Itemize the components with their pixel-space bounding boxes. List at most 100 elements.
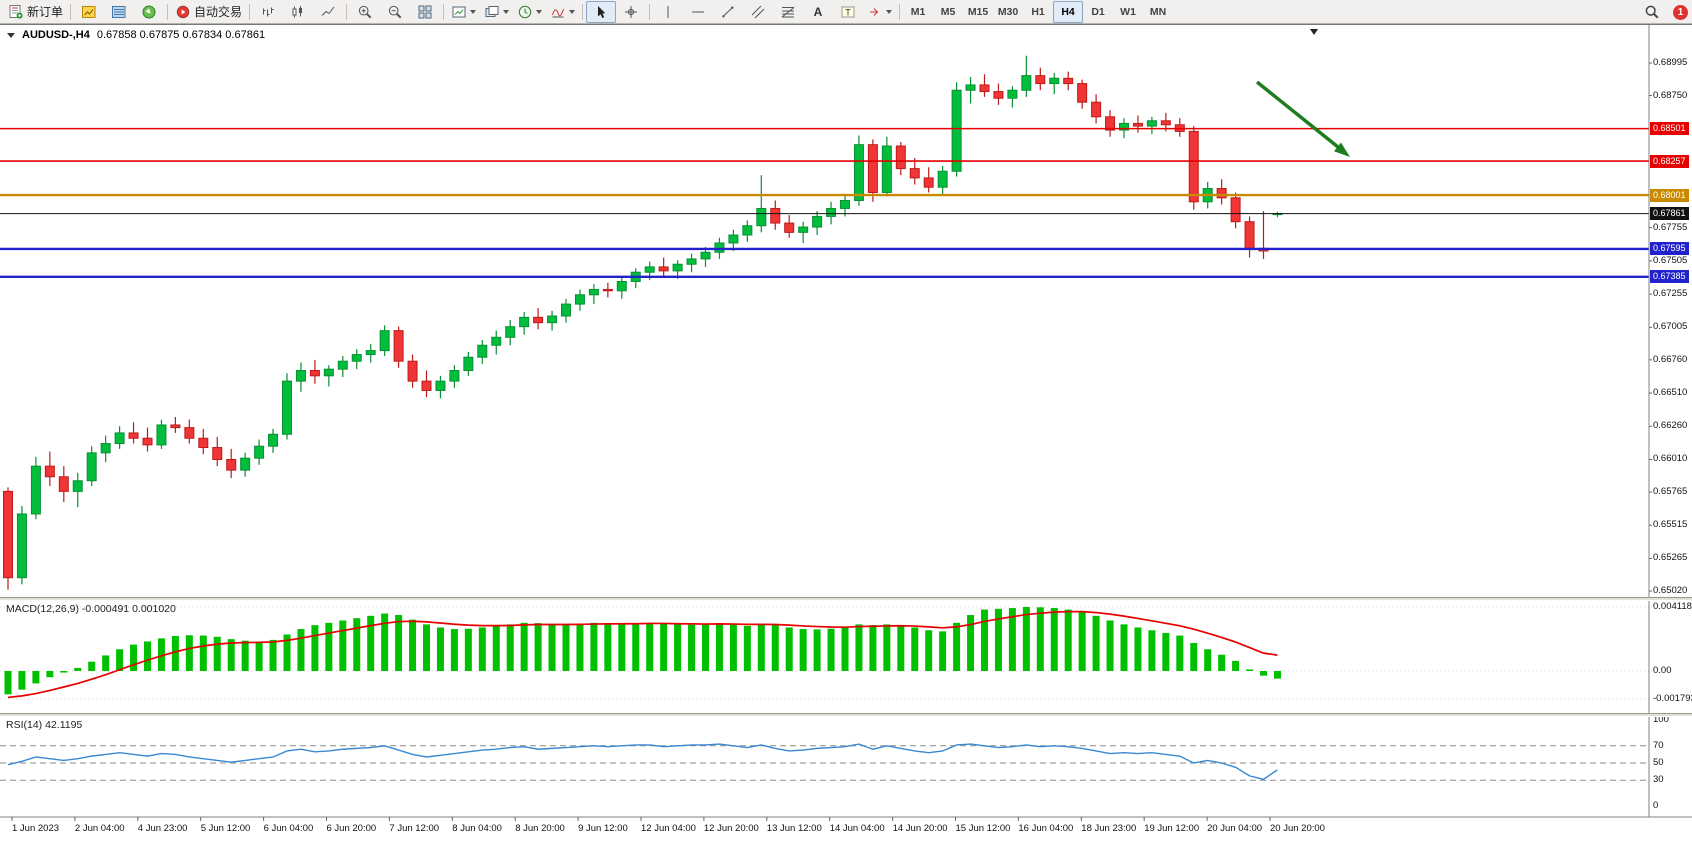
macd-bar <box>423 624 430 671</box>
fibonacci-button[interactable] <box>773 1 803 23</box>
dropdown-arrow-icon[interactable] <box>569 9 576 14</box>
tf-h1-button[interactable]: H1 <box>1023 1 1053 23</box>
candle <box>44 465 55 478</box>
tf-h4-button[interactable]: H4 <box>1053 0 1084 23</box>
candle <box>840 199 850 209</box>
zoom-in-button[interactable] <box>350 1 380 23</box>
zoom-out-button[interactable] <box>380 1 410 23</box>
time-axis[interactable] <box>0 817 1692 843</box>
down-trend-arrow-annotation[interactable] <box>1255 80 1350 157</box>
candle <box>770 207 781 224</box>
trendline-button[interactable] <box>713 1 743 23</box>
candle <box>644 266 655 273</box>
channel-icon <box>751 5 765 18</box>
profiles-button[interactable] <box>480 1 513 23</box>
candle <box>519 316 530 328</box>
dropdown-arrow-icon[interactable] <box>503 9 510 14</box>
auto-trading-button[interactable]: 自动交易 <box>171 1 246 23</box>
new-chart-button[interactable] <box>447 1 480 23</box>
candle <box>463 356 474 372</box>
dropdown-arrow-icon[interactable] <box>886 9 893 14</box>
candle <box>170 424 181 429</box>
chart-window[interactable]: AUDUSD-,H4 0.67858 0.67875 0.67834 0.678… <box>0 24 1692 842</box>
market-watch-button[interactable] <box>74 1 104 23</box>
macd-bar <box>60 671 68 673</box>
new-order-button-label: 新订单 <box>27 5 64 19</box>
new-order-button[interactable]: 新订单 <box>4 1 67 23</box>
macd-bar <box>604 623 612 671</box>
tf-m5-button[interactable]: M5 <box>933 1 963 23</box>
macd-bar <box>1106 620 1114 671</box>
macd-bar <box>646 622 654 671</box>
bar-chart-button[interactable] <box>253 1 283 23</box>
channel-button[interactable] <box>743 1 773 23</box>
candle <box>212 447 223 460</box>
macd-bar <box>562 624 570 671</box>
svg-text:T: T <box>845 7 851 17</box>
tf-w1-button[interactable]: W1 <box>1113 1 1143 23</box>
notification-badge[interactable]: 1 <box>1673 4 1688 20</box>
crosshair-button[interactable] <box>616 1 646 23</box>
search-button[interactable] <box>1637 1 1667 23</box>
tf-m1-button[interactable]: M1 <box>903 1 933 23</box>
macd-bar <box>283 634 291 671</box>
chart-menu-arrow-icon[interactable] <box>7 32 15 38</box>
macd-bar <box>1190 643 1198 671</box>
macd-bar <box>297 629 305 671</box>
panel-splitter-rsi[interactable] <box>0 713 1692 717</box>
candle <box>337 360 348 370</box>
panel-splitter-macd[interactable] <box>0 597 1692 601</box>
dropdown-arrow-icon[interactable] <box>470 9 477 14</box>
candle <box>798 226 809 233</box>
macd-bar <box>1008 608 1016 671</box>
candle <box>407 360 418 382</box>
tile-windows-button[interactable] <box>410 1 440 23</box>
tf-d1-button[interactable]: D1 <box>1083 1 1113 23</box>
candle <box>826 207 837 217</box>
macd-bar <box>883 624 891 671</box>
macd-bar <box>771 625 779 671</box>
toolbar-separator <box>649 3 651 20</box>
horizontal-line-button[interactable] <box>683 1 713 23</box>
arrows-button[interactable] <box>863 1 896 23</box>
candle <box>156 424 167 446</box>
chart-title: AUDUSD-,H4 0.67858 0.67875 0.67834 0.678… <box>7 29 265 41</box>
candle <box>282 380 292 435</box>
candle <box>923 177 934 188</box>
line-chart-button[interactable] <box>313 1 343 23</box>
candlestick-chart-button[interactable] <box>283 1 313 23</box>
macd-bar <box>32 671 40 684</box>
tf-m1-button-label: M1 <box>910 5 926 18</box>
new-order-icon <box>9 4 23 19</box>
text-button[interactable]: A <box>803 1 833 23</box>
price-axis[interactable] <box>1649 25 1692 817</box>
cursor-button[interactable] <box>586 0 617 23</box>
candle <box>365 350 376 356</box>
label-button[interactable]: T <box>833 1 863 23</box>
periods-button[interactable] <box>513 1 546 23</box>
macd-bar <box>213 636 221 671</box>
dropdown-arrow-icon[interactable] <box>536 9 543 14</box>
candle <box>58 476 69 492</box>
tf-mn-button[interactable]: MN <box>1143 1 1173 23</box>
macd-bar <box>1273 671 1281 679</box>
candle-type-icon <box>292 5 303 17</box>
macd-bar <box>841 627 849 671</box>
vertical-line-button[interactable] <box>653 1 683 23</box>
chart-canvas[interactable] <box>0 25 1692 843</box>
zoom-out-icon <box>388 5 402 18</box>
candle <box>86 452 97 482</box>
candle <box>198 437 209 449</box>
tf-m30-button[interactable]: M30 <box>993 1 1023 23</box>
svg-text:A: A <box>814 5 823 19</box>
tf-m15-button[interactable]: M15 <box>963 1 993 23</box>
data-window-button[interactable] <box>104 1 134 23</box>
candle <box>1063 77 1074 85</box>
tf-w1-button-label: W1 <box>1120 5 1136 18</box>
candle <box>1146 120 1157 127</box>
chart-shift-marker-icon[interactable] <box>1310 29 1318 35</box>
candle <box>895 145 906 170</box>
candle <box>30 465 41 515</box>
navigator-button[interactable] <box>134 1 164 23</box>
indicators-button[interactable] <box>546 1 579 23</box>
